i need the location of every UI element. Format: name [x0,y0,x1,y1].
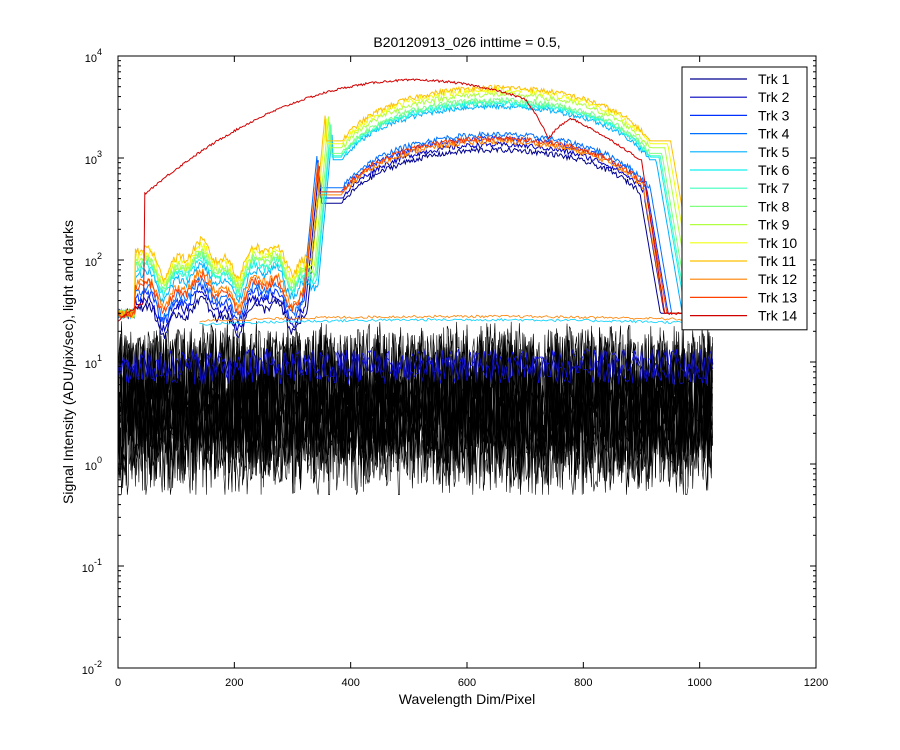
legend: Trk 1 Trk 2 Trk 3 Trk 4 Trk 5 Trk 6 Trk 7 Trk 8… [681,66,808,331]
series-line-4 [118,130,713,321]
y-tick-label: 103 [85,149,102,167]
series-line-6 [118,100,713,319]
y-tick-exponent: 3 [97,149,102,159]
dark-frame-blue-line [118,348,714,385]
y-tick-exponent: 0 [97,455,102,465]
x-tick-label: 200 [225,677,243,689]
dark-frame-line [118,367,713,496]
series-layer [118,78,714,496]
series-line-14 [118,78,713,322]
legend-entry-label: Trk 13 [758,289,797,305]
legend-box [681,66,808,331]
x-tick-label: 1200 [804,677,828,689]
baseline-line [199,317,713,326]
x-tick-label: 0 [115,677,121,689]
y-tick-exponent: -2 [94,659,102,669]
y-tick-exponent: 1 [97,353,102,363]
legend-entry-label: Trk 10 [758,235,797,251]
y-tick-exponent: 2 [97,251,102,261]
x-axis-label: Wavelength Dim/Pixel [399,691,535,707]
x-tick-label: 400 [341,677,359,689]
y-tick-exponent: 4 [97,47,102,57]
series-line-13 [118,134,713,318]
x-tick-label: 600 [458,677,476,689]
x-tick-label: 800 [574,677,592,689]
legend-entry-label: Trk 9 [758,217,790,233]
y-tick-base: 10 [85,359,97,371]
baseline-line [199,314,713,323]
dark-frame-line [118,356,713,489]
dark-frame-line [118,361,713,494]
y-tick-exponent: -1 [94,557,102,567]
legend-entry-label: Trk 11 [758,253,796,269]
legend-entry-label: Trk 1 [758,71,790,87]
legend-entry-label: Trk 3 [758,107,790,123]
series-line-12 [118,137,713,320]
y-tick-base: 10 [85,461,97,473]
y-tick-label: 101 [85,353,102,371]
legend-entry-label: Trk 2 [758,89,790,105]
legend-entry-label: Trk 14 [758,308,797,324]
series-line-1 [118,146,713,339]
x-tick-label: 1000 [687,677,711,689]
chart-title: B20120913_026 inttime = 0.5, [373,34,560,50]
series-line-5 [118,102,713,320]
legend-entry-label: Trk 6 [758,162,790,178]
x-axis: 0 200 400 600 800 1000 1200 [115,56,828,689]
legend-entry-label: Trk 8 [758,198,790,214]
y-tick-base: 10 [85,155,97,167]
series-line-8 [118,96,713,319]
y-tick-base: 10 [82,665,94,677]
series-line-9 [118,90,713,317]
legend-entry-label: Trk 7 [758,180,790,196]
series-line-10 [118,86,713,319]
y-tick-label: 10-2 [82,659,102,677]
legend-entry-label: Trk 5 [758,144,790,160]
y-tick-label: 10-1 [82,557,102,575]
y-tick-base: 10 [85,257,97,269]
y-tick-label: 102 [85,251,102,269]
y-tick-base: 10 [85,53,97,65]
legend-entry-label: Trk 4 [758,126,790,142]
y-tick-label: 104 [85,47,102,65]
dark-frame-blue-line [118,348,714,385]
series-line-2 [118,141,713,333]
y-tick-label: 100 [85,455,102,473]
y-axis-label: Signal Intensity (ADU/pix/sec), light an… [60,220,76,504]
series-line-11 [118,84,713,319]
y-tick-base: 10 [82,563,94,575]
legend-entry-label: Trk 12 [758,271,797,287]
